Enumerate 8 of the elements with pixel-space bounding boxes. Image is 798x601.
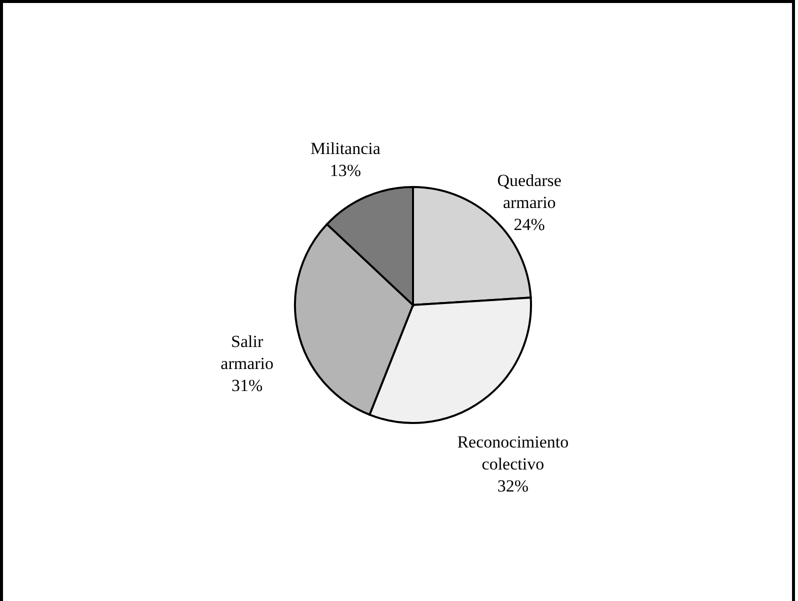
data-label: 13% [330, 160, 362, 180]
data-label: 24% [514, 215, 545, 234]
data-label: 32% [497, 476, 529, 496]
slice-label: Reconocimiento colectivo [457, 432, 569, 474]
slice-label: Salir armario [220, 332, 274, 374]
slice-label: Quedarse armario [497, 171, 562, 212]
slice-label: Militancia [310, 138, 381, 158]
data-label: 31% [232, 376, 263, 396]
